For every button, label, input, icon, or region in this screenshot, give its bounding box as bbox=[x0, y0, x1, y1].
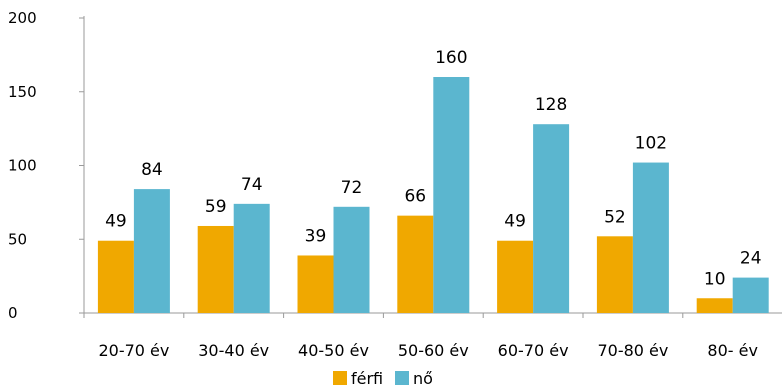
data-label: 84 bbox=[141, 160, 163, 180]
y-tick-label: 150 bbox=[8, 83, 37, 101]
bar-ferfi bbox=[197, 225, 234, 313]
x-tick-label: 80- év bbox=[707, 341, 758, 360]
bars bbox=[97, 77, 769, 313]
bar-ferfi bbox=[397, 215, 434, 313]
bar-no bbox=[333, 206, 370, 313]
bar-no bbox=[732, 277, 769, 313]
bar-no bbox=[233, 203, 270, 313]
data-label: 24 bbox=[740, 249, 762, 269]
data-label: 52 bbox=[604, 207, 626, 227]
x-axis: 20-70 év 30-40 év 40-50 év 50-60 év 60-70 év… bbox=[83, 312, 782, 360]
bar-ferfi bbox=[596, 236, 633, 313]
bar-no bbox=[433, 77, 470, 313]
x-tick-label: 70-80 év bbox=[597, 341, 668, 360]
legend: férfi nő bbox=[333, 369, 433, 388]
x-tick-label: 30-40 év bbox=[198, 341, 269, 360]
x-tick-label: 40-50 év bbox=[298, 341, 369, 360]
legend-label: férfi bbox=[351, 369, 383, 388]
data-label: 59 bbox=[205, 197, 227, 217]
bar-ferfi bbox=[97, 240, 134, 313]
data-label: 160 bbox=[435, 48, 467, 68]
bar-no bbox=[533, 124, 570, 313]
bar-ferfi bbox=[696, 298, 733, 313]
bar-no bbox=[133, 189, 170, 313]
y-tick-label: 0 bbox=[8, 304, 18, 322]
x-tick-label: 50-60 év bbox=[398, 341, 469, 360]
data-label: 39 bbox=[305, 226, 327, 246]
legend-swatch bbox=[333, 371, 347, 385]
bar-ferfi bbox=[497, 240, 534, 313]
bar-no bbox=[632, 162, 669, 313]
y-axis: 0 50 100 150 200 bbox=[8, 9, 85, 322]
y-tick-label: 100 bbox=[8, 157, 37, 175]
y-tick-label: 50 bbox=[8, 230, 27, 248]
x-tick-label: 20-70 év bbox=[98, 341, 169, 360]
data-label: 49 bbox=[504, 212, 526, 232]
legend-swatch bbox=[395, 371, 409, 385]
data-label: 49 bbox=[105, 212, 127, 232]
bar-ferfi bbox=[297, 255, 334, 313]
data-label: 66 bbox=[404, 187, 426, 207]
data-label: 10 bbox=[704, 269, 726, 289]
data-label: 102 bbox=[635, 134, 667, 154]
data-label: 74 bbox=[241, 175, 263, 195]
y-tick-label: 200 bbox=[8, 9, 37, 27]
data-label: 72 bbox=[341, 178, 363, 198]
data-label: 128 bbox=[535, 95, 567, 115]
data-labels: 49 84 59 74 39 72 66 160 49 128 52 102 10 24 bbox=[105, 48, 761, 289]
legend-label: nő bbox=[413, 369, 433, 388]
x-tick-label: 60-70 év bbox=[498, 341, 569, 360]
